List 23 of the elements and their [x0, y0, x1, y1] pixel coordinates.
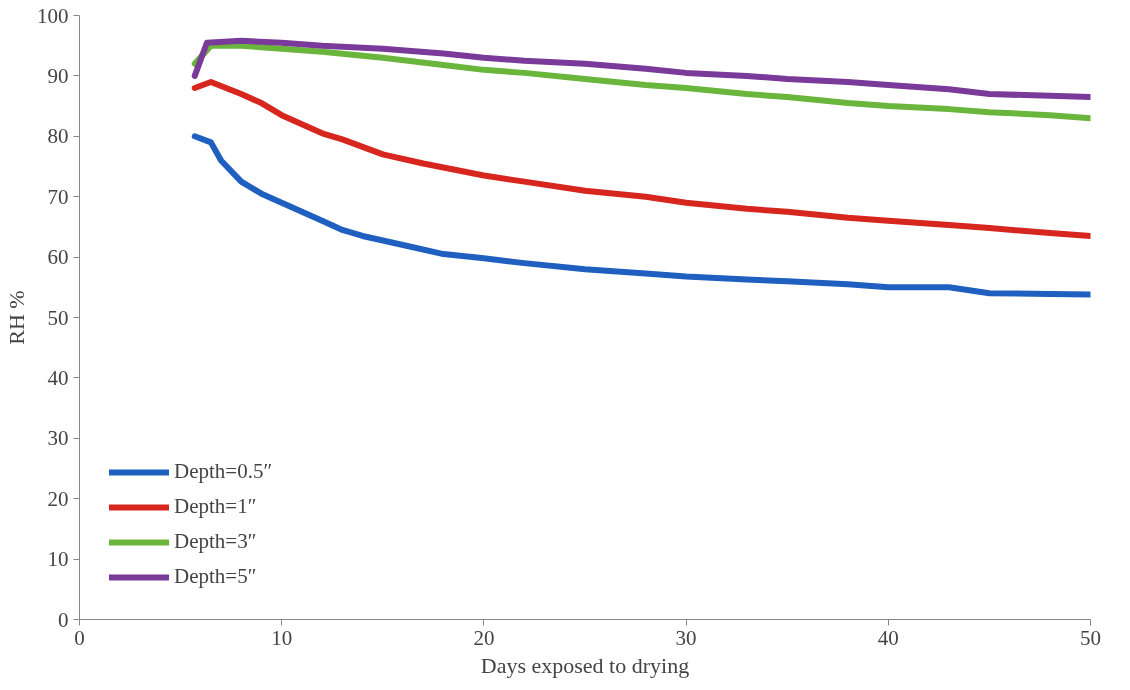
x-tick-label: 30	[675, 625, 697, 650]
x-tick-label: 10	[271, 625, 293, 650]
y-tick-label: 80	[47, 124, 69, 149]
y-tick-label: 20	[47, 486, 69, 511]
y-tick-label: 10	[47, 547, 69, 572]
y-tick-label: 100	[37, 3, 69, 28]
legend-label: Depth=3″	[174, 529, 257, 554]
x-axis-title: Days exposed to drying	[480, 652, 690, 678]
y-tick-label: 0	[58, 607, 69, 632]
legend-label: Depth=0.5″	[174, 459, 273, 484]
y-tick-label: 60	[47, 245, 69, 270]
x-tick-label: 20	[473, 625, 495, 650]
y-tick-label: 30	[47, 426, 69, 451]
legend-label: Depth=5″	[174, 564, 257, 589]
x-tick-label: 40	[877, 625, 899, 650]
y-tick-label: 50	[47, 305, 69, 330]
x-tick-label: 0	[74, 625, 85, 650]
y-axis-title: RH %	[4, 290, 29, 345]
y-tick-label: 90	[47, 63, 69, 88]
y-tick-label: 70	[47, 184, 69, 209]
legend-label: Depth=1″	[174, 494, 257, 519]
x-tick-label: 50	[1080, 625, 1101, 650]
y-tick-label: 40	[47, 365, 69, 390]
